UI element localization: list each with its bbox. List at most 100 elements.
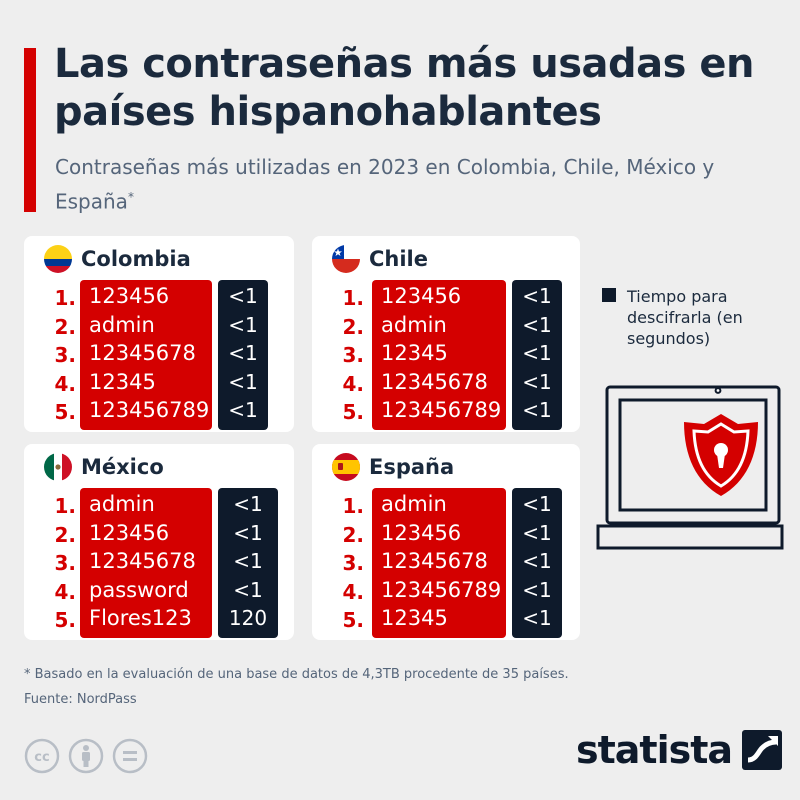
brand-name: statista (576, 728, 733, 772)
password-cell: admin (89, 312, 155, 337)
source-note: Fuente: NordPass (24, 692, 137, 707)
crack-time-cell: <1 (233, 492, 263, 516)
crack-time-column: <1 <1 <1 <1 <1 (512, 488, 562, 638)
card-header: México (44, 450, 164, 484)
password-cell: 12345 (381, 341, 448, 365)
colombia-flag-icon (44, 245, 72, 273)
password-cell: 123456 (381, 520, 462, 545)
crack-time-cell: <1 (522, 577, 552, 602)
crack-time-cell: <1 (233, 520, 263, 545)
crack-time-cell: <1 (228, 341, 258, 365)
subtitle-text: Contraseñas más utilizadas en 2023 en Co… (55, 155, 715, 214)
rank-label: 1. (54, 286, 76, 310)
password-cell: 123456 (89, 520, 170, 545)
country-card-spain: España 1. 2. 3. 4. 5. admin 123456 12345… (312, 444, 580, 640)
rank-label: 4. (54, 579, 76, 604)
password-cell: admin (381, 492, 447, 516)
crack-time-column: <1 <1 <1 <1 <1 (218, 280, 268, 430)
crack-time-cell: <1 (228, 284, 258, 308)
password-cell: 123456 (381, 284, 462, 308)
rank-label: 5. (342, 400, 364, 424)
country-card-colombia: Colombia 1. 2. 3. 4. 5. 123456 admin 123… (24, 236, 294, 432)
password-cell: 123456789 (381, 577, 502, 602)
rank-label: 2. (342, 522, 364, 547)
rank-label: 5. (54, 400, 76, 424)
crack-time-cell: <1 (522, 549, 552, 573)
rank-label: 1. (342, 494, 364, 518)
crack-time-cell: <1 (233, 549, 263, 573)
license-icons: cc (24, 738, 156, 774)
password-cell: 123456789 (89, 398, 210, 422)
password-cell: 12345 (89, 369, 156, 394)
footnote: * Basado en la evaluación de una base de… (24, 667, 569, 682)
rank-label: 5. (54, 608, 76, 632)
password-cell: 12345678 (381, 369, 488, 394)
by-attribution-icon[interactable] (68, 738, 104, 774)
password-column: 123456 admin 12345 12345678 123456789 (372, 280, 506, 430)
crack-time-column: <1 <1 <1 <1 120 (218, 488, 278, 638)
crack-time-cell: <1 (233, 577, 263, 602)
laptop-icon (596, 385, 784, 550)
crack-time-cell: <1 (228, 398, 258, 422)
password-cell: password (89, 577, 189, 602)
password-cell: 12345 (381, 606, 448, 630)
no-derivatives-icon[interactable] (112, 738, 148, 774)
password-column: 123456 admin 12345678 12345 123456789 (80, 280, 212, 430)
country-card-mexico: México 1. 2. 3. 4. 5. admin 123456 12345… (24, 444, 294, 640)
statista-brand[interactable]: statista (576, 728, 783, 772)
rank-label: 2. (54, 314, 76, 339)
password-cell: 123456 (89, 284, 170, 308)
statista-logo-icon (742, 730, 783, 770)
password-cell: admin (381, 312, 447, 337)
legend: Tiempo para descifrarla (en segundos) (602, 286, 777, 349)
password-cell: 12345678 (89, 549, 196, 573)
crack-time-cell: <1 (522, 369, 552, 394)
country-name: Chile (369, 247, 429, 271)
country-name: México (81, 455, 164, 479)
page-subtitle: Contraseñas más utilizadas en 2023 en Co… (55, 152, 755, 217)
rank-label: 5. (342, 608, 364, 632)
password-cell: Flores123 (89, 606, 192, 630)
password-cell: 123456789 (381, 398, 502, 422)
crack-time-cell: <1 (522, 520, 552, 545)
rank-label: 1. (342, 286, 364, 310)
crack-time-cell: <1 (228, 312, 258, 337)
crack-time-cell: <1 (522, 312, 552, 337)
spain-flag-icon (332, 453, 360, 481)
rank-label: 4. (342, 579, 364, 604)
password-column: admin 123456 12345678 password Flores123 (80, 488, 212, 638)
card-header: Chile (332, 242, 428, 276)
rank-column: 1. 2. 3. 4. 5. (336, 490, 364, 635)
svg-text:cc: cc (34, 750, 49, 765)
crack-time-cell: 120 (228, 606, 268, 630)
rank-label: 2. (54, 522, 76, 547)
card-header: España (332, 450, 454, 484)
country-card-chile: Chile 1. 2. 3. 4. 5. 123456 admin 12345 … (312, 236, 580, 432)
chile-flag-icon (332, 245, 360, 273)
crack-time-cell: <1 (522, 398, 552, 422)
crack-time-cell: <1 (522, 284, 552, 308)
rank-label: 4. (54, 371, 76, 396)
password-cell: 12345678 (89, 341, 196, 365)
card-header: Colombia (44, 242, 191, 276)
password-cell: admin (89, 492, 155, 516)
legend-label: Tiempo para descifrarla (en segundos) (627, 287, 743, 348)
legend-swatch (602, 288, 616, 302)
rank-column: 1. 2. 3. 4. 5. (48, 490, 76, 635)
password-cell: 12345678 (381, 549, 488, 573)
shield-lock-icon (684, 414, 758, 496)
subtitle-footnote-mark: * (127, 190, 134, 204)
crack-time-cell: <1 (522, 606, 552, 630)
country-name: España (369, 455, 455, 479)
rank-label: 2. (342, 314, 364, 339)
rank-label: 4. (342, 371, 364, 396)
rank-label: 3. (342, 343, 364, 367)
cc-icon[interactable]: cc (24, 738, 60, 774)
country-name: Colombia (81, 247, 191, 271)
title-accent-bar (24, 48, 36, 212)
crack-time-cell: <1 (228, 369, 258, 394)
rank-label: 3. (342, 551, 364, 575)
crack-time-cell: <1 (522, 492, 552, 516)
mexico-flag-icon (44, 453, 72, 481)
rank-label: 1. (54, 494, 76, 518)
